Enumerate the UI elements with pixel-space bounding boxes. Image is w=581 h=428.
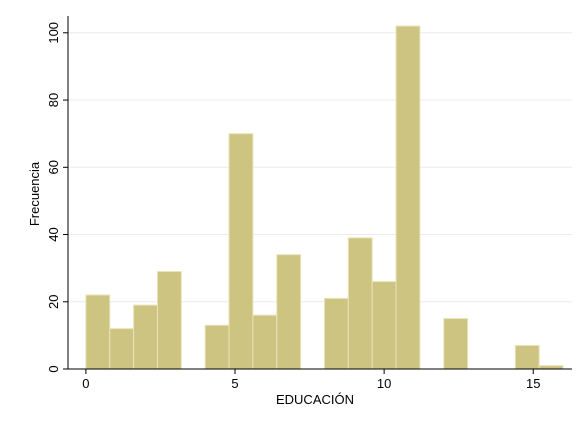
grid-lines — [68, 32, 572, 303]
x-tick-label: 5 — [231, 376, 238, 391]
histogram-bar — [538, 365, 564, 370]
histogram-bar — [85, 294, 111, 370]
histogram-bar — [371, 281, 397, 370]
bars-group — [85, 25, 564, 370]
y-axis-label: Frecuencia — [27, 161, 42, 226]
histogram-bar — [204, 324, 230, 370]
histogram-bar — [443, 318, 469, 370]
y-tick-label: 0 — [46, 365, 61, 372]
histogram-bar — [156, 271, 182, 370]
y-tick-label: 60 — [46, 160, 61, 174]
y-tick-label: 100 — [46, 22, 61, 44]
x-ticks-group: 0 5 10 15 — [82, 369, 540, 391]
y-tick-label: 20 — [46, 295, 61, 309]
histogram-bar — [347, 237, 373, 370]
y-tick-label: 40 — [46, 227, 61, 241]
y-ticks-group: 0 20 40 60 80 100 — [46, 22, 68, 373]
histogram-bar — [133, 304, 158, 370]
y-tick-label: 80 — [46, 93, 61, 107]
x-tick-label: 10 — [377, 376, 391, 391]
histogram-bar — [228, 133, 254, 370]
histogram-bar — [323, 297, 349, 370]
histogram-bar — [252, 314, 278, 370]
histogram-bar — [109, 328, 135, 370]
histogram-bar — [276, 254, 302, 370]
x-tick-label: 0 — [82, 376, 89, 391]
histogram-bar — [395, 25, 421, 370]
x-axis-label: EDUCACIÓN — [276, 392, 354, 407]
histogram-bar — [514, 344, 540, 370]
x-tick-label: 15 — [526, 376, 540, 391]
axes-group — [67, 16, 572, 370]
